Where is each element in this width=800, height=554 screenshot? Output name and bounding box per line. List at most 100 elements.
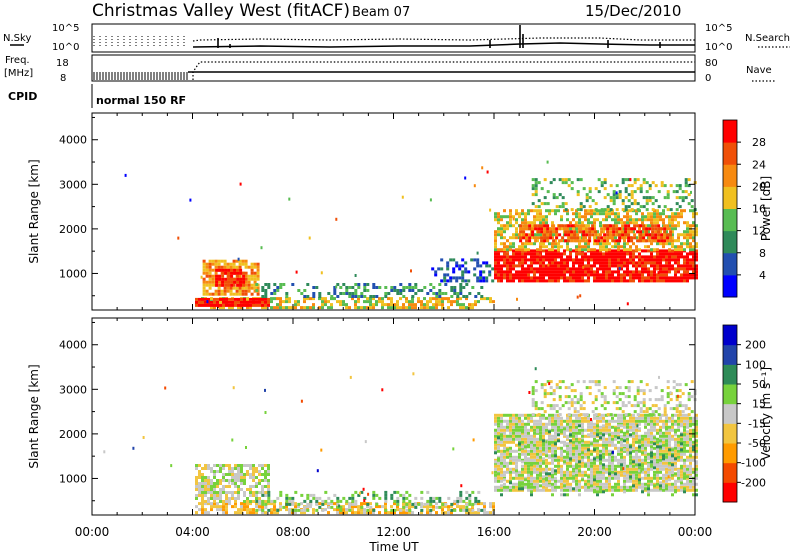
- velocity-cell: [551, 485, 554, 489]
- power-cell: [267, 286, 271, 289]
- power-cell: [603, 227, 607, 231]
- velocity-cell: [408, 502, 411, 506]
- power-cell: [690, 199, 694, 203]
- power-cell: [636, 224, 640, 228]
- velocity-cell: [536, 470, 539, 474]
- power-cell: [503, 261, 506, 265]
- power-cell: [659, 261, 662, 265]
- velocity-cell: [378, 511, 381, 515]
- velocity-cell: [237, 470, 240, 473]
- velocity-cell: [569, 485, 572, 489]
- power-cell: [489, 208, 492, 212]
- power-cell: [600, 184, 604, 188]
- power-cell: [587, 212, 590, 216]
- power-cell: [387, 303, 390, 307]
- power-cell: [611, 270, 614, 274]
- power-cell: [543, 236, 547, 240]
- velocity-cell: [656, 470, 659, 474]
- power-cell: [654, 184, 658, 188]
- power-cell: [227, 268, 231, 272]
- velocity-cell: [204, 494, 207, 497]
- velocity-cell: [656, 473, 659, 477]
- velocity-cell: [213, 497, 216, 500]
- velocity-cell: [674, 482, 677, 486]
- velocity-cell: [474, 499, 478, 503]
- power-cell: [503, 209, 506, 213]
- power-cell: [620, 255, 623, 259]
- velocity-cell: [503, 425, 506, 429]
- power-cell: [588, 187, 592, 191]
- velocity-cell: [590, 428, 593, 432]
- power-cell: [255, 303, 258, 307]
- power-cell: [279, 300, 282, 304]
- power-cell: [228, 300, 231, 304]
- power-cell: [456, 292, 460, 295]
- power-cell: [620, 227, 623, 231]
- power-cell: [506, 264, 509, 268]
- power-cell: [683, 261, 686, 265]
- power-cell: [674, 227, 677, 231]
- power-cell: [551, 242, 554, 246]
- power-cell: [237, 303, 240, 307]
- velocity-cell: [542, 488, 545, 492]
- velocity-cell: [632, 443, 635, 447]
- power-cell: [402, 286, 406, 289]
- velocity-cell: [530, 467, 533, 471]
- power-cell: [621, 202, 625, 206]
- velocity-cell: [650, 451, 653, 455]
- velocity-cell: [626, 488, 629, 492]
- velocity-cell: [429, 502, 433, 506]
- velocity-cell: [533, 419, 536, 423]
- power-cell: [360, 292, 364, 295]
- velocity-cell: [620, 473, 623, 477]
- power-cell: [609, 184, 613, 188]
- velocity-cell: [599, 482, 602, 486]
- power-cell: [417, 289, 421, 292]
- power-cell: [527, 270, 530, 274]
- power-cell: [557, 276, 560, 280]
- velocity-cell: [605, 476, 608, 480]
- power-cell: [236, 283, 240, 287]
- velocity-cell: [231, 505, 234, 509]
- velocity-cell: [348, 508, 352, 512]
- power-cell: [632, 218, 635, 222]
- velocity-cell: [587, 458, 590, 462]
- power-cell: [242, 274, 246, 278]
- power-cell: [590, 212, 593, 216]
- power-cell: [558, 193, 562, 197]
- power-cell: [660, 233, 664, 237]
- power-cell: [295, 270, 298, 274]
- velocity-cell: [414, 505, 418, 509]
- velocity-cell: [587, 425, 590, 429]
- velocity-cell: [210, 470, 213, 473]
- power-cell: [542, 279, 545, 283]
- velocity-cell: [647, 457, 650, 461]
- power-cell: [443, 276, 447, 280]
- power-cell: [548, 267, 551, 271]
- velocity-cell: [408, 493, 412, 497]
- velocity-cell: [432, 496, 436, 500]
- velocity-cell: [360, 505, 364, 509]
- power-cell: [464, 267, 468, 271]
- power-cell: [557, 273, 560, 277]
- power-cell: [258, 303, 261, 307]
- power-cell: [692, 270, 695, 274]
- power-cell: [230, 274, 234, 278]
- velocity-cell: [611, 476, 614, 480]
- velocity-cell: [647, 490, 650, 494]
- power-cell: [668, 279, 671, 283]
- power-cell: [584, 248, 587, 252]
- power-cell: [521, 242, 524, 246]
- power-cell: [522, 236, 526, 240]
- velocity-cell: [662, 476, 665, 480]
- power-cell: [214, 289, 218, 293]
- power-cell: [530, 221, 533, 225]
- velocity-cell: [614, 472, 617, 476]
- velocity-cell: [530, 419, 533, 423]
- power-cell: [638, 270, 641, 274]
- power-cell: [630, 227, 634, 231]
- velocity-cell: [674, 422, 677, 426]
- power-cell: [576, 190, 580, 194]
- power-cell: [627, 224, 631, 228]
- velocity-cell: [545, 467, 548, 471]
